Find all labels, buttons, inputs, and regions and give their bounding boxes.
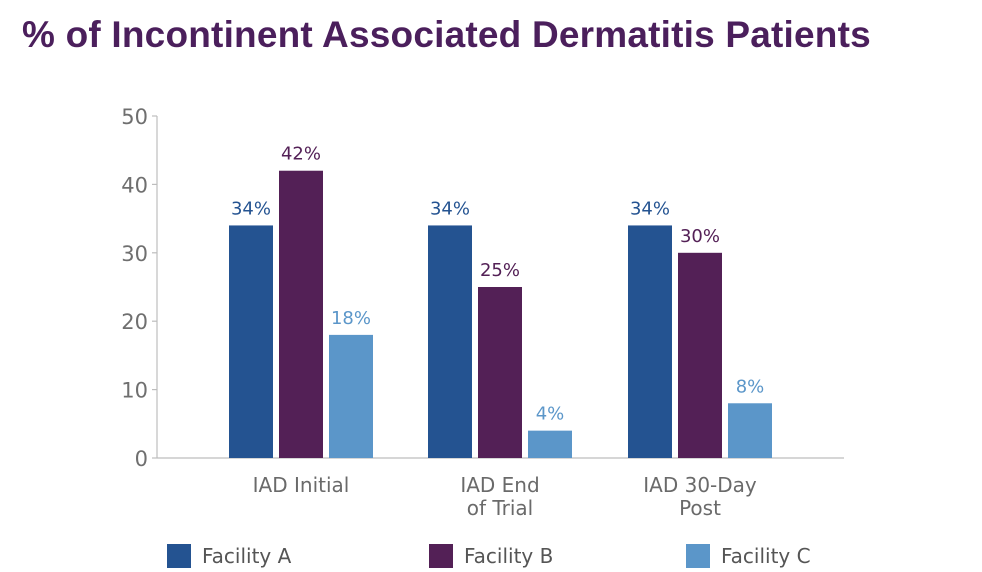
bar xyxy=(678,252,722,458)
bar xyxy=(528,430,572,458)
bar-group: 34% 30% 8% xyxy=(628,198,772,458)
category-label-line: IAD 30-Day xyxy=(643,473,757,497)
y-tick-label: 10 xyxy=(121,379,148,403)
category-label: IAD 30-Day Post xyxy=(643,473,757,520)
legend: Facility A Facility B Facility C xyxy=(167,544,811,568)
legend-swatch xyxy=(429,544,453,568)
legend-item: Facility C xyxy=(686,544,811,568)
legend-label: Facility A xyxy=(202,544,292,568)
data-label: 18% xyxy=(331,308,371,329)
legend-item: Facility A xyxy=(167,544,292,568)
bar xyxy=(478,287,522,458)
y-tick-label: 30 xyxy=(121,242,148,266)
data-label: 34% xyxy=(231,198,271,219)
y-tick-label: 50 xyxy=(121,105,148,129)
chart-title: % of Incontinent Associated Dermatitis P… xyxy=(22,14,871,55)
bar xyxy=(279,170,323,458)
data-label: 42% xyxy=(281,144,321,165)
bar xyxy=(428,225,472,458)
bar-group: 34% 25% 4% xyxy=(428,198,572,458)
y-tick-label: 20 xyxy=(121,310,148,334)
category-labels: IAD Initial IAD End of Trial IAD 30-Day Post xyxy=(253,473,757,520)
legend-label: Facility C xyxy=(721,544,811,568)
y-axis-ticks: 0 10 20 30 40 50 xyxy=(121,105,157,471)
category-label: IAD End of Trial xyxy=(460,473,539,520)
data-label: 4% xyxy=(536,404,565,425)
bar-groups: 34% 42% 18% 34% 25% 4% 34% 30% 8% xyxy=(229,144,772,458)
bar xyxy=(229,225,273,458)
legend-swatch xyxy=(167,544,191,568)
data-label: 25% xyxy=(480,260,520,281)
bar xyxy=(728,403,772,458)
category-label-line: Post xyxy=(679,496,721,520)
category-label-line: IAD End xyxy=(460,473,539,497)
legend-swatch xyxy=(686,544,710,568)
category-label-line: IAD Initial xyxy=(253,473,350,497)
category-label-line: of Trial xyxy=(467,496,534,520)
bar xyxy=(628,225,672,458)
data-label: 30% xyxy=(680,226,720,247)
bar xyxy=(329,334,373,458)
category-label: IAD Initial xyxy=(253,473,350,497)
data-label: 8% xyxy=(736,376,765,397)
data-label: 34% xyxy=(430,198,470,219)
legend-item: Facility B xyxy=(429,544,553,568)
y-tick-label: 40 xyxy=(121,173,148,197)
data-label: 34% xyxy=(630,198,670,219)
y-tick-label: 0 xyxy=(135,447,148,471)
legend-label: Facility B xyxy=(464,544,553,568)
bar-group: 34% 42% 18% xyxy=(229,144,373,458)
